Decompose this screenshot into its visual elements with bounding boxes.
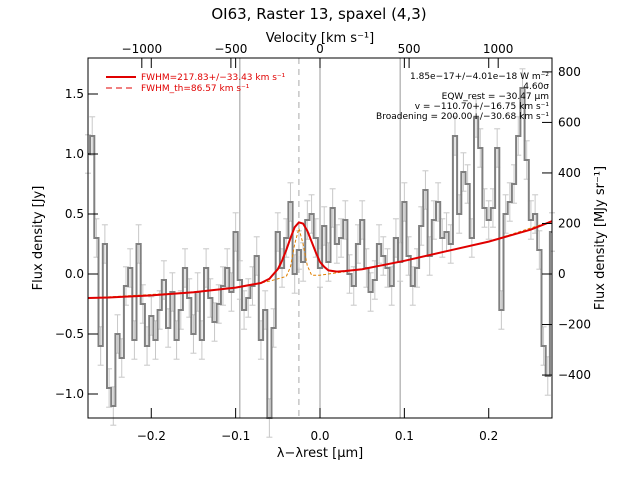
y-tick-label: 0.5 [65,207,84,221]
annotation-flux: 1.85e−17+/−4.01e−18 W m⁻² [410,72,549,82]
x-tick-label: 0.2 [479,429,498,443]
chart-title: OI63, Raster 13, spaxel (4,3) [211,5,426,23]
annotations: 1.85e−17+/−4.01e−18 W m⁻² 4.60σ EQW_rest… [376,72,549,122]
y-tick-label: 1.0 [65,147,84,161]
y2-tick-label: 200 [558,216,581,230]
top-axis-label: Velocity [km s⁻¹] [266,31,374,46]
right-axis-label: Flux density [MJy sr⁻¹] [593,166,608,310]
series-layer [87,87,553,419]
x2-tick-label: −1000 [122,42,163,56]
x-tick-label: −0.1 [221,429,250,443]
annotation-broadening: Broadening = 200.00+/−30.68 km s⁻¹ [376,112,549,122]
axes-layer: −0.2 −0.1 0.0 0.1 0.2 −1.0 −0.5 0.0 0.5 1.0 1.5 −10… [55,42,591,443]
annotation-velocity: v = −110.70+/−16.75 km s⁻¹ [415,102,550,112]
gaussian-fit-line [87,220,553,299]
x-tick-label: −0.2 [137,429,166,443]
x-tick-label: 0.1 [395,429,414,443]
y-tick-label: 1.5 [65,87,84,101]
x2-tick-label: 0 [316,42,324,56]
y2-tick-label: −200 [558,318,591,332]
spectrum-line [88,87,552,419]
bottom-axis-label: λ−λrest [μm] [277,446,363,461]
x2-tick-label: 500 [398,42,421,56]
x2-tick-label: −500 [214,42,247,56]
annotation-eqw: EQW_rest = −30.47 μm [442,92,549,102]
y2-tick-label: 0 [558,267,566,281]
left-axis-label: Flux density [Jy] [31,186,46,291]
legend-label-fwhm: FWHM=217.83+/−33.43 km s⁻¹ [141,73,286,83]
legend-label-fwhm-th: FWHM_th=86.57 km s⁻¹ [141,84,250,94]
x2-tick-label: 1000 [483,42,514,56]
x-tick-label: 0.0 [310,429,329,443]
y-tick-label: −1.0 [55,387,84,401]
y-tick-label: −0.5 [55,327,84,341]
y-tick-label: 0.0 [65,267,84,281]
y2-tick-label: 600 [558,115,581,129]
annotation-sigma: 4.60σ [523,82,549,92]
y2-tick-label: −400 [558,368,591,382]
legend: FWHM=217.83+/−33.43 km s⁻¹ FWHM_th=86.57… [106,73,286,94]
y2-tick-label: 800 [558,65,581,79]
y2-tick-label: 400 [558,166,581,180]
